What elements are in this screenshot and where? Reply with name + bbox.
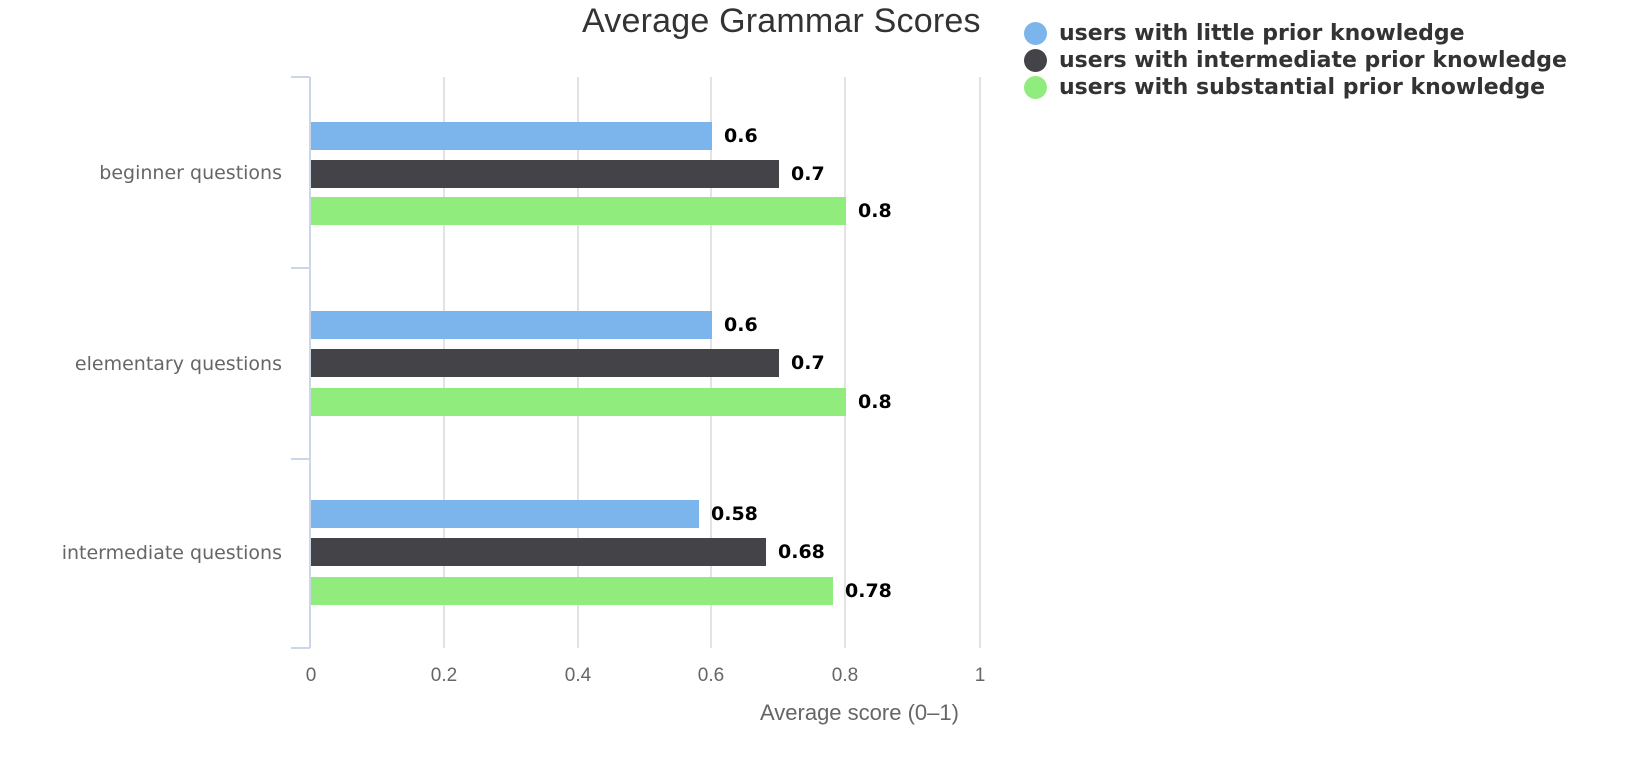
- x-tick-label: 0.2: [430, 665, 458, 686]
- bar[interactable]: [311, 500, 699, 528]
- chart-title: Average Grammar Scores: [582, 2, 981, 40]
- bar[interactable]: [311, 349, 779, 377]
- legend-dot-icon: [1024, 49, 1047, 72]
- bar[interactable]: [311, 388, 846, 416]
- bar-value-label: 0.7: [791, 163, 825, 185]
- bar-value-label: 0.58: [711, 503, 758, 525]
- bar[interactable]: [311, 538, 766, 566]
- bar[interactable]: [311, 311, 712, 339]
- bar[interactable]: [311, 160, 779, 188]
- legend-item-substantial[interactable]: users with substantial prior knowledge: [1024, 74, 1567, 101]
- legend-item-intermediate[interactable]: users with intermediate prior knowledge: [1024, 47, 1567, 74]
- y-axis-tick: [291, 458, 310, 460]
- bar[interactable]: [311, 577, 833, 605]
- category-label-intermediate: intermediate questions: [61, 542, 282, 564]
- bar[interactable]: [311, 197, 846, 225]
- bar-value-label: 0.6: [724, 125, 758, 147]
- category-label-elementary: elementary questions: [74, 353, 282, 375]
- y-axis-tick: [291, 76, 310, 78]
- bar-value-label: 0.68: [778, 541, 825, 563]
- legend-dot-icon: [1024, 22, 1047, 45]
- legend-item-little[interactable]: users with little prior knowledge: [1024, 20, 1567, 47]
- bar-value-label: 0.7: [791, 352, 825, 374]
- x-tick-label: 1: [974, 665, 986, 686]
- category-label-beginner: beginner questions: [99, 162, 282, 184]
- x-tick-label: 0.4: [564, 665, 592, 686]
- y-axis-tick: [291, 267, 310, 269]
- bar-value-label: 0.8: [858, 391, 892, 413]
- gridline: [844, 77, 846, 648]
- legend-label: users with intermediate prior knowledge: [1059, 48, 1567, 73]
- y-axis-tick: [291, 647, 310, 649]
- y-axis-line: [309, 77, 311, 648]
- bar-value-label: 0.6: [724, 314, 758, 336]
- x-tick-label: 0.6: [697, 665, 725, 686]
- legend-label: users with substantial prior knowledge: [1059, 75, 1546, 100]
- bar-value-label: 0.78: [845, 580, 892, 602]
- gridline: [979, 77, 981, 648]
- bar-value-label: 0.8: [858, 200, 892, 222]
- bar[interactable]: [311, 122, 712, 150]
- x-tick-label: 0: [305, 665, 317, 686]
- x-axis-title: Average score (0–1): [760, 700, 959, 725]
- legend: users with little prior knowledge users …: [1024, 20, 1567, 101]
- legend-dot-icon: [1024, 76, 1047, 99]
- legend-label: users with little prior knowledge: [1059, 21, 1465, 46]
- x-tick-label: 0.8: [831, 665, 859, 686]
